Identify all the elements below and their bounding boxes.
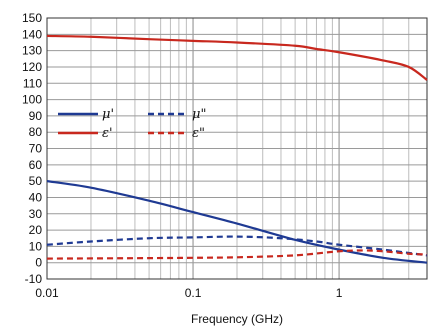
- series-line-4: [46, 249, 428, 260]
- y-tick-label: 30: [29, 207, 43, 221]
- y-tick-label: 140: [22, 27, 42, 41]
- legend-label: ε': [102, 126, 113, 141]
- x-axis-ticks: 0.01 0.1 1: [35, 286, 342, 300]
- y-tick-label: -10: [25, 272, 43, 286]
- y-tick-label: 10: [29, 239, 43, 253]
- y-tick-label: 120: [22, 60, 42, 74]
- series-line-3: [46, 34, 428, 81]
- y-tick-label: 130: [22, 44, 42, 58]
- y-tick-label: 70: [29, 142, 43, 156]
- y-tick-label: 80: [29, 125, 43, 139]
- y-tick-label: 150: [22, 11, 42, 25]
- y-tick-label: 60: [29, 158, 43, 172]
- x-tick-label: 1: [336, 286, 343, 300]
- y-tick-label: 90: [29, 109, 43, 123]
- x-axis-title: Frequency (GHz): [191, 312, 283, 326]
- plot-frame: [46, 17, 428, 280]
- y-tick-label: 100: [22, 93, 42, 107]
- y-tick-label: 110: [23, 76, 42, 90]
- legend: μ' μ" ε' ε": [58, 107, 206, 141]
- y-tick-label: 0: [35, 256, 42, 270]
- legend-label: ε": [192, 126, 205, 141]
- y-tick-label: 50: [29, 174, 43, 188]
- legend-label: μ": [192, 107, 206, 122]
- x-tick-label: 0.01: [35, 286, 59, 300]
- series-layer: [46, 34, 428, 264]
- x-tick-label: 0.1: [185, 286, 202, 300]
- y-tick-label: 20: [29, 223, 43, 237]
- series-line-2: [46, 235, 428, 257]
- legend-label: μ': [102, 107, 114, 122]
- series-line-1: [46, 180, 428, 264]
- y-axis-ticks: -10 0 10 20 30 40 50 60 70 80 90 100 110 120 130 140 150: [22, 11, 42, 286]
- y-tick-label: 40: [29, 190, 43, 204]
